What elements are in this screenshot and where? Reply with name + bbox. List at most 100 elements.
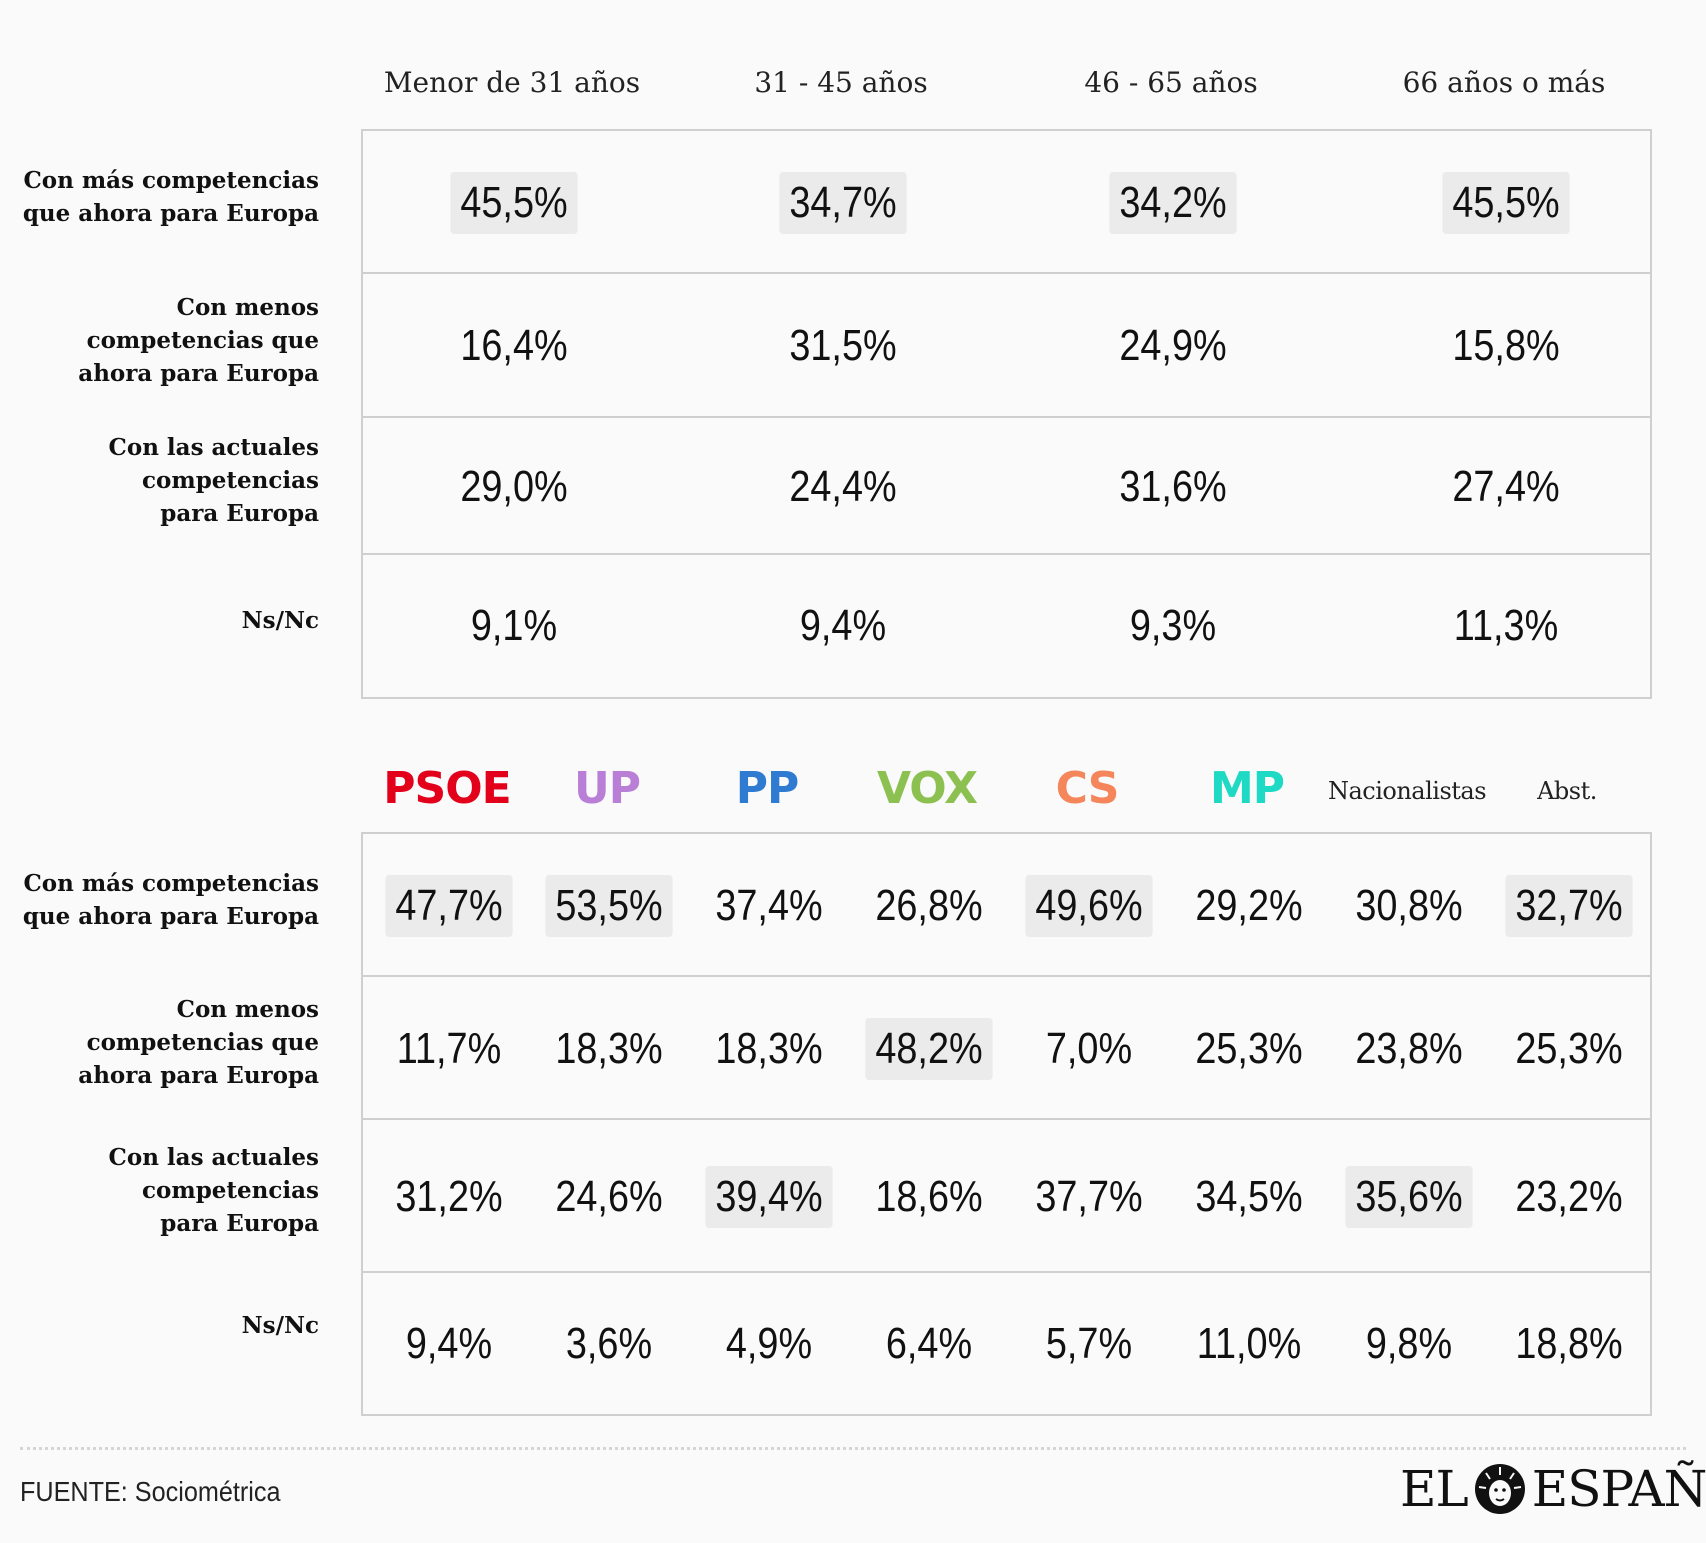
value-cell: 9,4%	[380, 1273, 518, 1414]
value-cell: 9,3%	[1044, 555, 1302, 697]
row-divider	[363, 272, 1650, 274]
row-label: Con más competencias que ahora para Euro…	[22, 166, 319, 227]
age-table: 45,5% 34,7% 34,2% 45,5% 16,4% 31,5% 24,9% 15,8%…	[361, 129, 1652, 699]
value-text: 16,4%	[460, 321, 568, 370]
value-cell: 23,8%	[1340, 977, 1478, 1120]
value-text: 9,4%	[405, 1318, 493, 1368]
source-note: FUENTE: Sociométrica	[20, 1476, 281, 1507]
column-header: 46 - 65 años	[1084, 66, 1258, 99]
value-cell: 11,0%	[1180, 1273, 1318, 1414]
value-cell: 18,6%	[860, 1120, 998, 1273]
party-header-psoe: PSOE	[383, 763, 511, 814]
value-cell: 7,0%	[1020, 977, 1158, 1120]
value-cell: 25,3%	[1180, 977, 1318, 1120]
value-text: 37,4%	[715, 880, 823, 930]
value-text: 9,3%	[1129, 601, 1217, 650]
value-cell: 49,6%	[1020, 834, 1158, 977]
value-text: 11,3%	[1453, 601, 1559, 650]
value-text: 27,4%	[1452, 461, 1560, 511]
party-header-mp: MP	[1209, 763, 1285, 814]
value-text: 15,8%	[1452, 321, 1560, 370]
value-cell: 9,4%	[714, 555, 972, 697]
value-text: 5,7%	[1045, 1318, 1133, 1368]
row-divider	[363, 553, 1650, 555]
value-cell: 31,6%	[1044, 418, 1302, 555]
value-cell: 48,2%	[860, 977, 998, 1120]
value-text: 24,9%	[1119, 321, 1227, 370]
value-cell: 5,7%	[1020, 1273, 1158, 1414]
value-text: 24,4%	[789, 461, 897, 511]
logo-text-left: EL	[1400, 1460, 1469, 1518]
value-cell: 34,5%	[1180, 1120, 1318, 1273]
party-header-abst: Abst.	[1537, 777, 1597, 805]
party-table: 47,7% 53,5% 37,4% 26,8% 49,6% 29,2% 30,8% 32,7%…	[361, 832, 1652, 1416]
value-text: 47,7%	[385, 874, 513, 937]
value-text: 18,6%	[875, 1171, 983, 1221]
value-text: 24,6%	[555, 1171, 663, 1221]
value-text: 25,3%	[1195, 1023, 1303, 1073]
value-cell: 31,5%	[714, 274, 972, 418]
value-cell: 45,5%	[1377, 131, 1635, 274]
value-cell: 34,2%	[1044, 131, 1302, 274]
el-espanol-logo: EL ESPAÑOL	[1400, 1460, 1706, 1518]
value-text: 29,2%	[1195, 880, 1303, 930]
row-label: Con las actuales competencias para Europ…	[108, 434, 319, 527]
column-header: 66 años o más	[1402, 66, 1606, 99]
value-text: 31,2%	[395, 1171, 503, 1221]
value-text: 25,3%	[1515, 1023, 1623, 1073]
value-cell: 39,4%	[700, 1120, 838, 1273]
value-text: 32,7%	[1505, 874, 1633, 937]
value-cell: 11,7%	[380, 977, 518, 1120]
column-header: 31 - 45 años	[754, 66, 928, 99]
value-cell: 35,6%	[1340, 1120, 1478, 1273]
column-header: Menor de 31 años	[383, 66, 641, 99]
row-label: Con las actuales competencias para Europ…	[108, 1144, 319, 1237]
party-header-nacionalistas: Nacionalistas	[1327, 777, 1487, 805]
value-cell: 24,4%	[714, 418, 972, 555]
value-cell: 30,8%	[1340, 834, 1478, 977]
value-cell: 24,6%	[540, 1120, 678, 1273]
value-text: 18,3%	[715, 1023, 823, 1073]
value-text: 34,7%	[779, 171, 907, 234]
value-cell: 4,9%	[700, 1273, 838, 1414]
value-text: 45,5%	[1442, 171, 1570, 234]
value-text: 35,6%	[1345, 1165, 1473, 1228]
value-text: 31,5%	[789, 321, 897, 370]
value-text: 9,1%	[470, 601, 558, 650]
value-cell: 6,4%	[860, 1273, 998, 1414]
value-cell: 26,8%	[860, 834, 998, 977]
value-text: 26,8%	[875, 880, 983, 930]
lion-icon	[1474, 1464, 1525, 1514]
value-text: 7,0%	[1045, 1023, 1133, 1073]
value-text: 39,4%	[705, 1165, 833, 1228]
value-cell: 18,3%	[540, 977, 678, 1120]
row-divider	[363, 1271, 1650, 1273]
value-text: 34,2%	[1109, 171, 1237, 234]
value-cell: 25,3%	[1500, 977, 1638, 1120]
value-cell: 18,8%	[1500, 1273, 1638, 1414]
party-header-vox: VOX	[876, 763, 978, 814]
party-header-pp: PP	[735, 763, 800, 814]
value-text: 9,4%	[799, 601, 887, 650]
value-cell: 16,4%	[385, 274, 643, 418]
value-cell: 37,7%	[1020, 1120, 1158, 1273]
value-cell: 37,4%	[700, 834, 838, 977]
footer-divider	[20, 1447, 1686, 1450]
value-cell: 15,8%	[1377, 274, 1635, 418]
value-text: 29,0%	[460, 461, 568, 511]
row-divider	[363, 416, 1650, 418]
party-header-cs: CS	[1055, 763, 1120, 814]
row-label: Con menos competencias que ahora para Eu…	[78, 293, 319, 387]
row-label: Ns/Nc	[241, 1312, 319, 1339]
value-cell: 31,2%	[380, 1120, 518, 1273]
value-text: 6,4%	[885, 1318, 973, 1368]
row-divider	[363, 1118, 1650, 1120]
value-text: 23,2%	[1515, 1171, 1623, 1221]
value-text: 3,6%	[565, 1318, 653, 1368]
value-cell: 24,9%	[1044, 274, 1302, 418]
value-cell: 18,3%	[700, 977, 838, 1120]
value-text: 11,0%	[1196, 1318, 1302, 1368]
value-cell: 34,7%	[714, 131, 972, 274]
value-text: 48,2%	[865, 1017, 993, 1080]
value-text: 31,6%	[1119, 461, 1227, 511]
